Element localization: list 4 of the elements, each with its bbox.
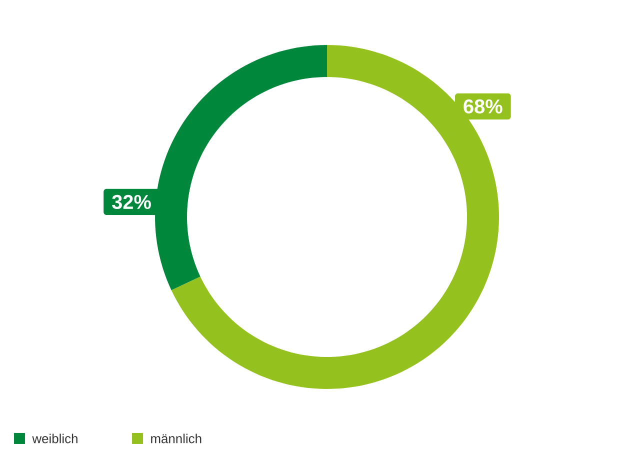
legend-label: weiblich (32, 434, 78, 444)
legend-label: männlich (151, 434, 202, 444)
data-label: 68% (464, 99, 502, 114)
data-label: 32% (112, 194, 151, 210)
